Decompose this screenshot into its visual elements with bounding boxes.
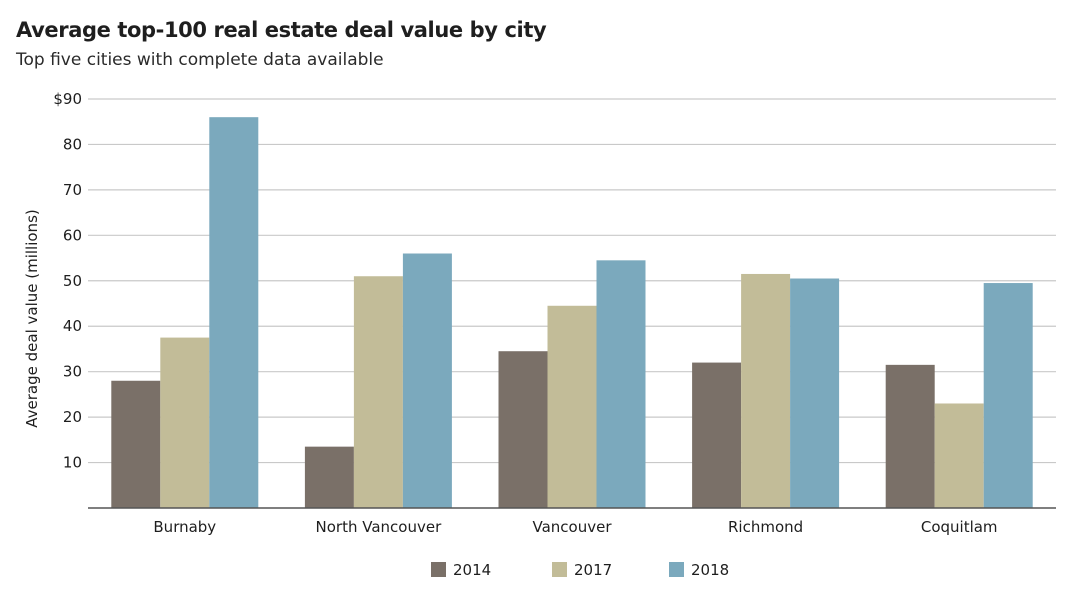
bar-2017-coquitlam bbox=[934, 403, 984, 508]
y-tick-label: 50 bbox=[63, 272, 82, 290]
bar-2018-vancouver bbox=[596, 260, 646, 508]
chart-subtitle: Top five cities with complete data avail… bbox=[16, 50, 384, 70]
bar-2014-burnaby bbox=[111, 380, 161, 508]
chart-title: Average top-100 real estate deal value b… bbox=[16, 18, 547, 42]
y-tick-label: 20 bbox=[63, 408, 82, 426]
legend-swatch-2017 bbox=[552, 562, 567, 577]
x-tick-label: Richmond bbox=[728, 518, 803, 536]
legend-label-2018: 2018 bbox=[691, 561, 729, 579]
bar-2014-richmond bbox=[692, 362, 742, 508]
legend-label-2014: 2014 bbox=[453, 561, 491, 579]
bar-2014-vancouver bbox=[498, 351, 548, 508]
bar-2018-north-vancouver bbox=[402, 253, 452, 508]
legend-label-2017: 2017 bbox=[574, 561, 612, 579]
y-tick-label: 60 bbox=[63, 226, 82, 244]
y-tick-label: 80 bbox=[63, 135, 82, 153]
y-tick-label: 10 bbox=[63, 454, 82, 472]
x-tick-label: Burnaby bbox=[153, 518, 216, 536]
bar-2017-burnaby bbox=[160, 337, 210, 508]
bar-2018-coquitlam bbox=[983, 283, 1033, 508]
y-tick-label: 30 bbox=[63, 363, 82, 381]
y-tick-label: 70 bbox=[63, 181, 82, 199]
x-axis-ticks: Burnaby North Vancouver Vancouver Richmond C… bbox=[153, 518, 997, 536]
bar-2014-north-vancouver bbox=[304, 446, 354, 508]
bar-2018-richmond bbox=[790, 278, 840, 508]
legend: 2014 2017 2018 bbox=[431, 561, 729, 579]
legend-swatch-2018 bbox=[669, 562, 684, 577]
y-tick-label: 40 bbox=[63, 317, 82, 335]
legend-swatch-2014 bbox=[431, 562, 446, 577]
y-tick-label: $90 bbox=[53, 90, 82, 108]
bar-2018-burnaby bbox=[209, 117, 259, 508]
bars bbox=[111, 117, 1033, 508]
x-tick-label: Coquitlam bbox=[921, 518, 998, 536]
bar-2017-north-vancouver bbox=[353, 276, 403, 508]
x-tick-label: Vancouver bbox=[533, 518, 613, 536]
bar-2014-coquitlam bbox=[885, 364, 935, 508]
bar-2017-vancouver bbox=[547, 305, 597, 508]
y-axis-label: Average deal value (millions) bbox=[23, 209, 41, 427]
bar-2017-richmond bbox=[741, 273, 791, 508]
x-tick-label: North Vancouver bbox=[316, 518, 443, 536]
y-axis-ticks: 10 20 30 40 50 60 70 80 $90 bbox=[53, 90, 82, 472]
